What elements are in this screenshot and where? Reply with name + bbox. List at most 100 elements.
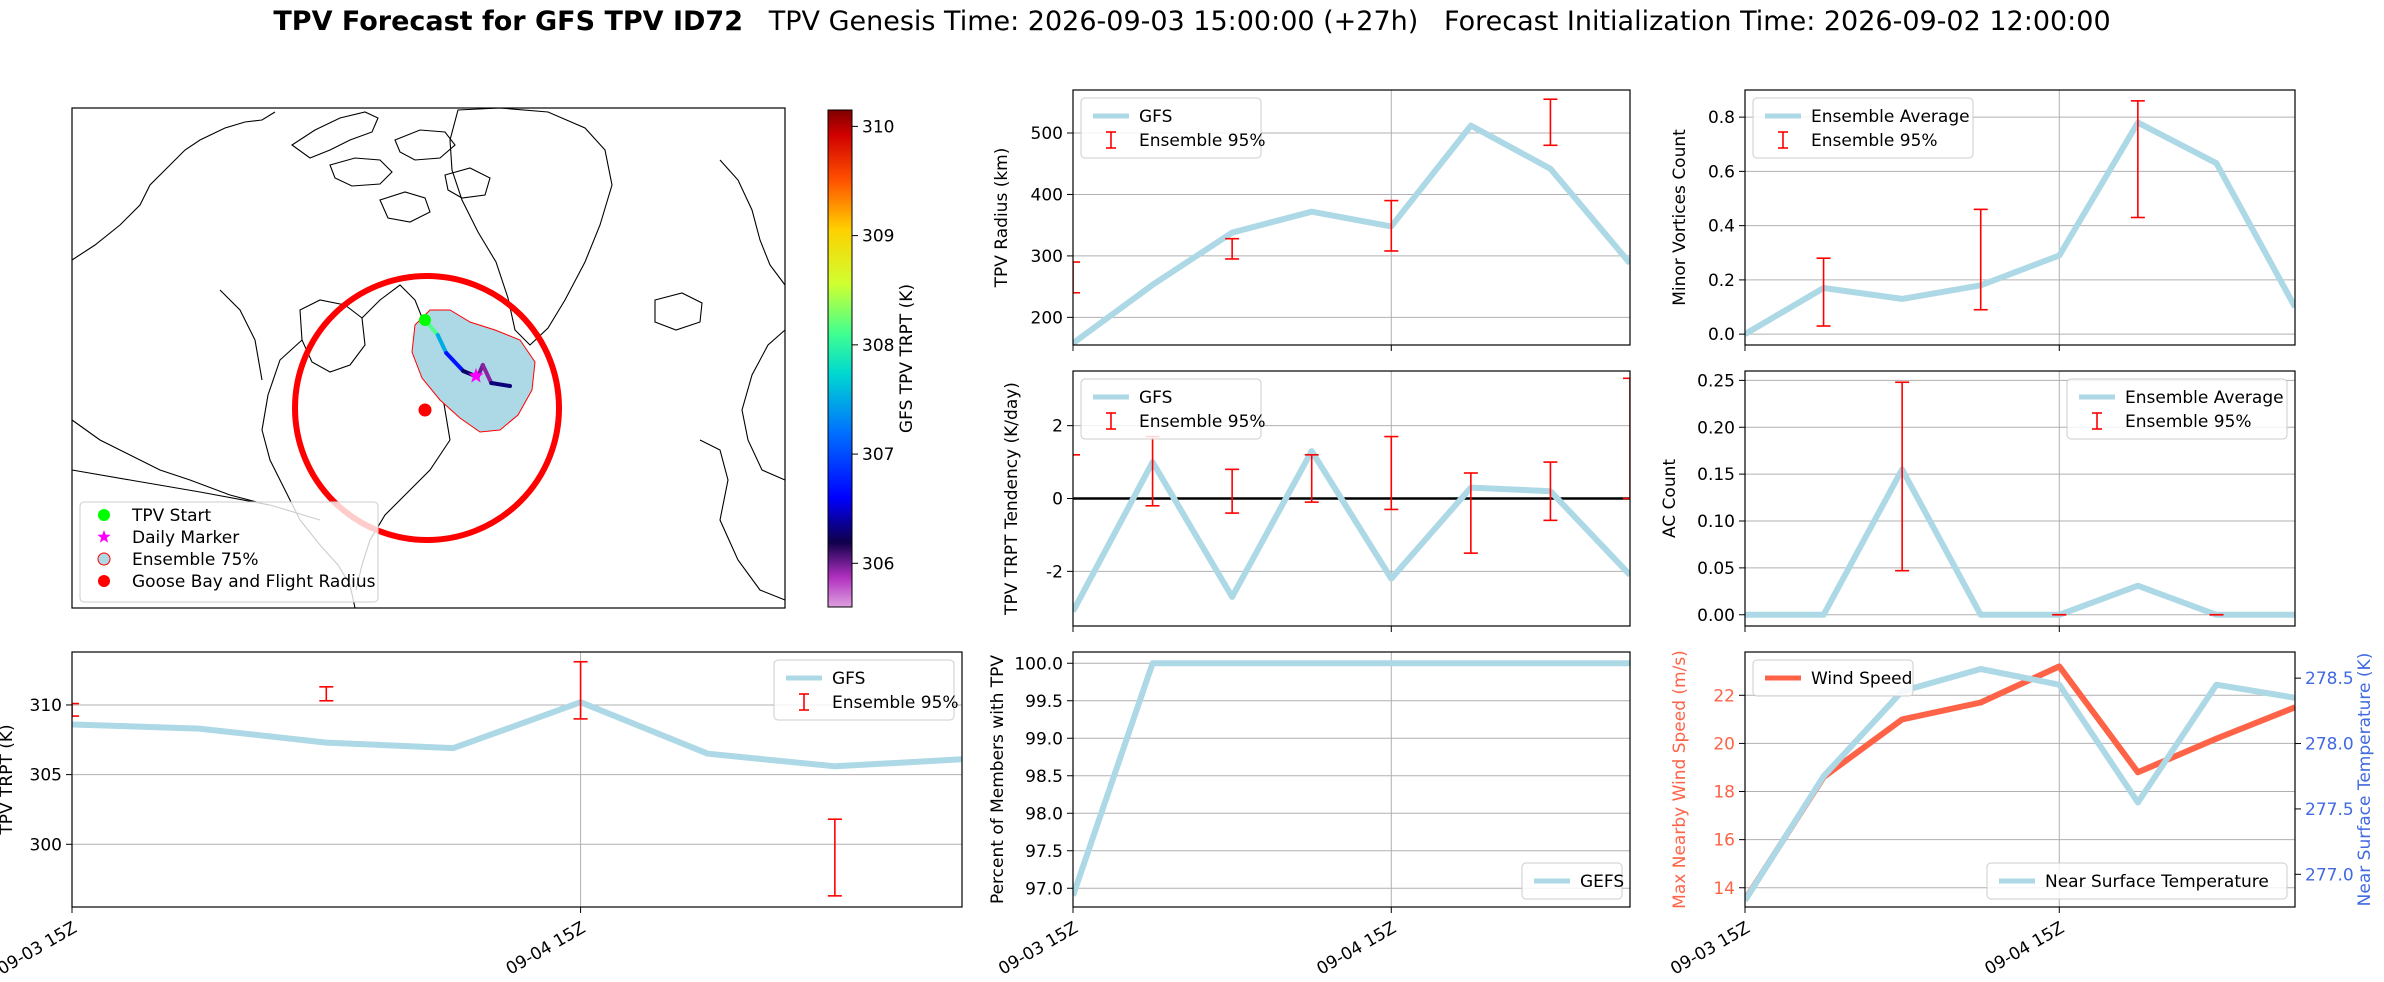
errorbar: [2130, 100, 2145, 219]
errorbar: [827, 818, 842, 897]
plot-content: [1745, 100, 2295, 337]
y-axis-label: Percent of Members with TPV: [988, 655, 1008, 904]
legend-label: GFS: [832, 669, 865, 689]
errorbar: [573, 660, 588, 720]
errorbar: [1304, 453, 1319, 503]
y-tick-label: 400: [1031, 185, 1063, 205]
y-tick-label: 0.05: [1697, 559, 1735, 579]
y-tick-label: 98.0: [1025, 804, 1063, 824]
y-axis-label: Minor Vortices Count: [1670, 129, 1690, 306]
map-legend-label: Ensemble 75%: [132, 550, 259, 570]
y-tick-label: 305: [30, 766, 62, 786]
map-legend-label: TPV Start: [131, 506, 212, 526]
chart-trpt: 300 305 310 TPV TRPT (K) 09-03 15Z 09-04 15Z G…: [0, 651, 963, 979]
plot-content: [1073, 660, 1630, 897]
series-line: [72, 699, 962, 770]
y-tick-label: 0.20: [1697, 418, 1735, 438]
legend-label: Ensemble 95%: [1139, 412, 1266, 432]
tpv-start-marker: [419, 314, 431, 326]
plot-content: [1073, 377, 1630, 613]
y-tick-label: 20: [1713, 734, 1735, 754]
chart-legend: GFS Ensemble 95%: [1080, 97, 1266, 159]
errorbar: [1463, 472, 1478, 554]
coastline-path: [719, 159, 786, 286]
chart-tendency: -2 0 2 TPV TRPT Tendency (K/day) GFS Ensemble…: [1002, 370, 1631, 632]
legend-start-icon: [98, 509, 110, 521]
chart-legend: Ensemble Average Ensemble 95%: [2066, 378, 2288, 440]
y-axis-label: Max Nearby Wind Speed (m/s): [1670, 650, 1690, 909]
y-tick-label: 310: [30, 696, 62, 716]
plot-content: [72, 660, 962, 897]
y-tick-label: 300: [30, 835, 62, 855]
colorbar-tick-label: 309: [862, 227, 894, 247]
colorbar-label: GFS TPV TRPT (K): [897, 284, 917, 433]
chart-legend: Ensemble Average Ensemble 95%: [1752, 97, 1974, 159]
daily-marker-star: [468, 368, 484, 383]
legend-box: [1080, 97, 1262, 159]
coastline-path: [654, 292, 703, 331]
errorbar: [72, 702, 79, 717]
x-tick-label: 09-03 15Z: [0, 918, 81, 979]
errorbar: [1973, 208, 1988, 311]
legend-star-icon: [97, 530, 111, 543]
map-legend-label: Daily Marker: [132, 528, 239, 548]
track-segment: [489, 381, 512, 388]
x-tick-label: 09-04 15Z: [1313, 918, 1399, 979]
legend-box: [1752, 97, 1974, 159]
coastline-path: [291, 111, 379, 159]
series-line: [1073, 660, 1630, 897]
legend-label: Near Surface Temperature: [2045, 872, 2269, 892]
flight-radius-circle: [292, 273, 562, 543]
y-tick-label: 99.0: [1025, 729, 1063, 749]
errorbar: [319, 686, 334, 702]
track-segment: [435, 333, 449, 355]
errorbar: [1623, 377, 1630, 500]
y-tick-label: 0.15: [1697, 465, 1735, 485]
plot-frame: [1744, 370, 2296, 627]
y-right-tick-label: 277.5: [2305, 800, 2354, 820]
map-legend-label: Goose Bay and Flight Radius: [132, 572, 376, 592]
coastline-path: [71, 419, 269, 506]
legend-label: Ensemble 95%: [1811, 131, 1938, 151]
legend-box: [1752, 659, 1914, 697]
y-axis-label: TPV TRPT Tendency (K/day): [1002, 382, 1022, 616]
legend-goose-bay-icon: [98, 575, 110, 587]
track-segment: [480, 363, 494, 385]
colorbar-tick-label: 307: [862, 445, 894, 465]
plot-frame: [1744, 89, 2296, 346]
y-tick-label: 0.6: [1708, 162, 1735, 182]
y-axis-label: TPV TRPT (K): [0, 724, 17, 835]
x-tick-label: 09-03 15Z: [995, 918, 1081, 979]
coastline-path: [699, 439, 786, 601]
y-tick-label: 0: [1052, 490, 1063, 510]
coastline-path: [741, 329, 786, 481]
y-tick-label: 14: [1713, 879, 1735, 899]
coastline-path: [394, 129, 456, 161]
plot-content: [1745, 381, 2295, 618]
colorbar-tick-label: 310: [862, 117, 894, 137]
legend-label: GFS: [1139, 107, 1172, 127]
legend-label: Ensemble Average: [1811, 107, 1970, 127]
legend-label: Ensemble 95%: [832, 693, 959, 713]
y-tick-label: -2: [1046, 562, 1063, 582]
legend-box: [1080, 378, 1262, 440]
chart-legend: GFS Ensemble 95%: [1080, 378, 1266, 440]
series-line: [1745, 663, 2295, 902]
legend-label: Ensemble 95%: [1139, 131, 1266, 151]
y-tick-label: 0.8: [1708, 108, 1735, 128]
y-tick-label: 97.5: [1025, 842, 1063, 862]
y-tick-label: 0.10: [1697, 512, 1735, 532]
y-tick-label: 2: [1052, 417, 1063, 437]
goose-bay-marker: [418, 403, 432, 417]
chart-legend: GEFS: [1521, 862, 1624, 900]
series-line: [1745, 119, 2295, 337]
coastline-path: [71, 111, 276, 261]
y-right-tick-label: 278.5: [2305, 669, 2354, 689]
y-axis-label: AC Count: [1660, 459, 1680, 538]
series-line: [1745, 466, 2295, 618]
legend-box: [1986, 862, 2288, 900]
chart-radius: 200 300 400 500 TPV Radius (km) GFS Ensemble 9…: [992, 89, 1631, 351]
